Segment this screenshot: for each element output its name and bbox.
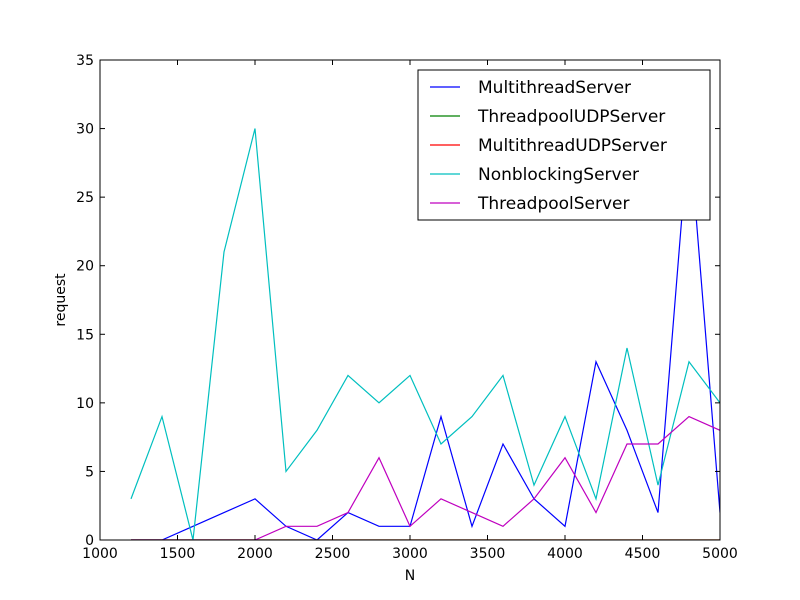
series-line-ThreadpoolServer — [131, 415, 720, 540]
x-axis-label: N — [405, 568, 415, 584]
y-tick-label: 0 — [85, 533, 94, 549]
x-tick-label: 4000 — [547, 546, 583, 562]
y-tick-label: 10 — [76, 396, 94, 412]
x-tick-label: 2000 — [237, 546, 273, 562]
series-line-NonblockingServer — [130, 128, 720, 540]
series-line-MultithreadServer — [131, 128, 720, 540]
legend-box — [417, 69, 711, 221]
x-tick-label: 1000 — [82, 546, 118, 562]
x-tick-label: 3500 — [470, 546, 506, 562]
legend: MultithreadServer ThreadpoolUDPServer Mult… — [417, 69, 711, 221]
legend-label: MultithreadServer — [478, 78, 631, 98]
y-tick-label: 15 — [76, 327, 94, 343]
y-tick-label: 30 — [76, 122, 94, 138]
x-tick-label: 4500 — [625, 546, 661, 562]
legend-label: MultithreadUDPServer — [478, 136, 667, 156]
x-tick-label: 5000 — [702, 546, 738, 562]
y-tick-label: 35 — [76, 53, 94, 69]
y-axis-label: request — [53, 273, 69, 327]
tick-layer: 1000 1500 2000 2500 3000 3500 4000 4500 5000 0 5 10… — [76, 53, 738, 562]
x-tick-label: 2500 — [315, 546, 351, 562]
legend-label: NonblockingServer — [478, 165, 639, 185]
y-tick-label: 5 — [85, 464, 94, 480]
legend-label: ThreadpoolUDPServer — [477, 107, 665, 127]
y-tick-label: 25 — [76, 190, 94, 206]
series-layer — [130, 128, 720, 540]
legend-label: ThreadpoolServer — [477, 194, 630, 214]
y-tick-label: 20 — [76, 259, 94, 275]
x-tick-label: 1500 — [160, 546, 196, 562]
x-tick-label: 3000 — [392, 546, 428, 562]
